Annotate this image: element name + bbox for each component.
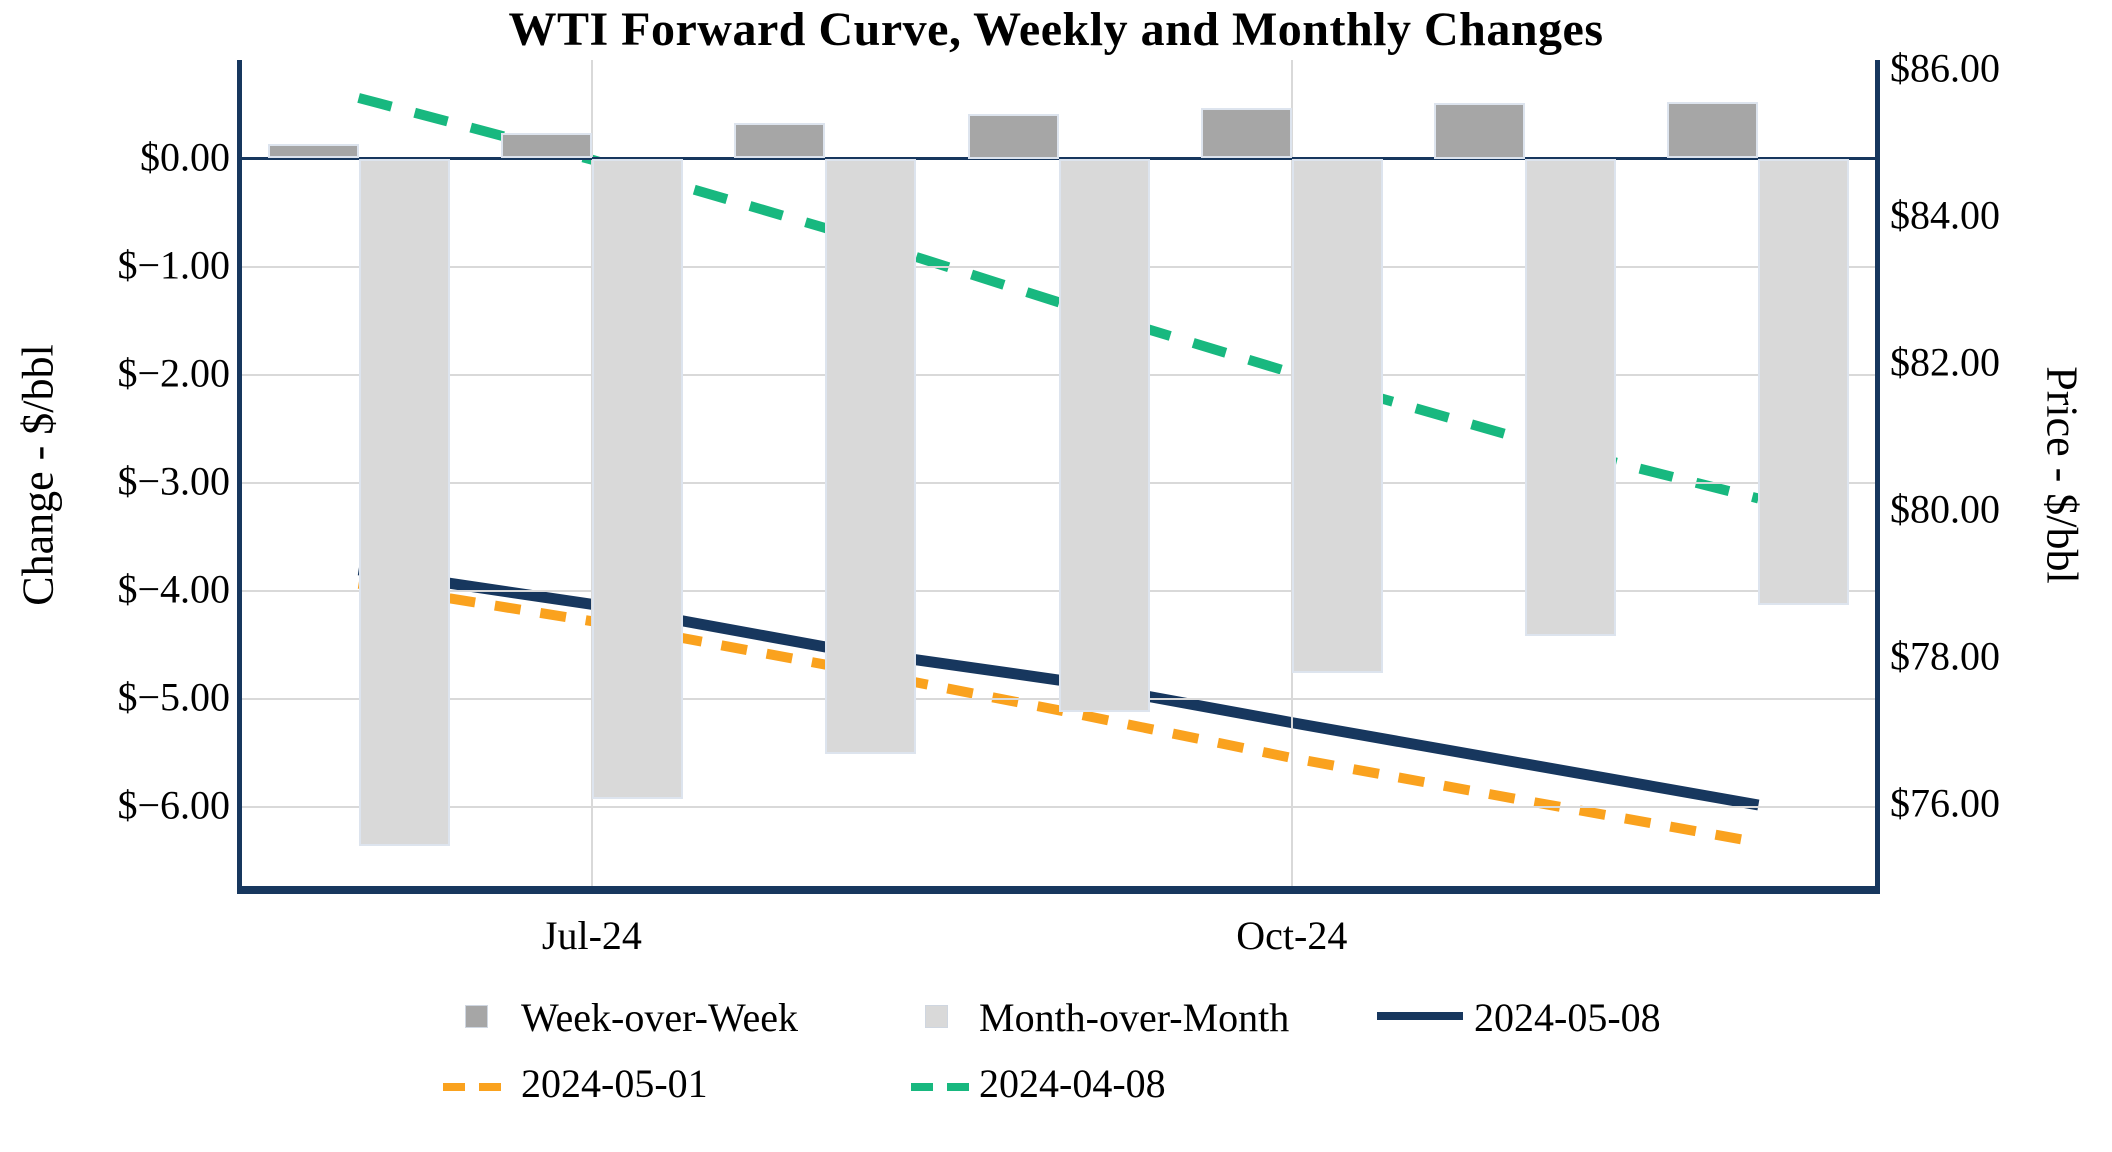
legend-swatch-2024-05-08 (1377, 1012, 1463, 1020)
chart-title: WTI Forward Curve, Weekly and Monthly Ch… (508, 3, 1604, 56)
x-axis-tick-label-Jul-24: Jul-24 (541, 913, 642, 958)
bottom-axis-frame (237, 886, 1880, 894)
bar-month-over-month-6 (1758, 158, 1850, 606)
legend-label-2024-04-08: 2024-04-08 (979, 1061, 1166, 1106)
bar-month-over-month-2 (825, 158, 917, 755)
right-axis-tick-label: $82.00 (1890, 339, 2000, 385)
legend-label-week-over-week: Week-over-Week (521, 995, 799, 1040)
bar-month-over-month-5 (1525, 158, 1617, 637)
y-gridline (242, 806, 1875, 809)
left-axis-tick-label: $−1.00 (117, 242, 230, 288)
bar-week-over-week-2 (734, 122, 826, 159)
bar-week-over-week-4 (1200, 107, 1292, 159)
left-axis-tick-label: $−5.00 (117, 674, 230, 720)
left-axis-tick-label: $−6.00 (117, 782, 230, 828)
bar-month-over-month-0 (358, 158, 450, 847)
bar-month-over-month-4 (1291, 158, 1383, 674)
bar-week-over-week-0 (267, 144, 359, 159)
legend-swatch-month-over-month (925, 1005, 948, 1028)
right-axis-tick-label: $76.00 (1890, 780, 2000, 826)
legend-label-2024-05-08: 2024-05-08 (1474, 995, 1661, 1040)
right-axis-tick-label: $80.00 (1890, 486, 2000, 532)
bar-week-over-week-1 (500, 132, 592, 159)
legend-label-month-over-month: Month-over-Month (979, 995, 1290, 1040)
right-axis-tick-label: $86.00 (1890, 45, 2000, 91)
left-axis-tick-label: $0.00 (140, 134, 230, 180)
legend-swatch-2024-05-01 (443, 1078, 501, 1096)
left-axis-tick-label: $−3.00 (117, 458, 230, 504)
legend-swatch-2024-04-08 (911, 1078, 969, 1096)
bar-week-over-week-5 (1434, 103, 1526, 159)
bar-week-over-week-3 (967, 114, 1059, 159)
right-axis-title: Price - $/bbl (2037, 366, 2087, 584)
legend-label-2024-05-01: 2024-05-01 (521, 1061, 708, 1106)
bar-month-over-month-3 (1058, 158, 1150, 713)
left-axis-frame (237, 60, 242, 894)
bar-week-over-week-6 (1667, 102, 1759, 159)
legend-swatch-week-over-week (465, 1005, 488, 1028)
right-axis-tick-label: $78.00 (1890, 633, 2000, 679)
right-axis-tick-label: $84.00 (1890, 192, 2000, 238)
x-axis-tick-label-Oct-24: Oct-24 (1236, 913, 1348, 958)
left-axis-tick-label: $−4.00 (117, 566, 230, 612)
right-axis-frame (1875, 60, 1880, 894)
left-axis-tick-label: $−2.00 (117, 350, 230, 396)
bar-month-over-month-1 (591, 158, 683, 799)
